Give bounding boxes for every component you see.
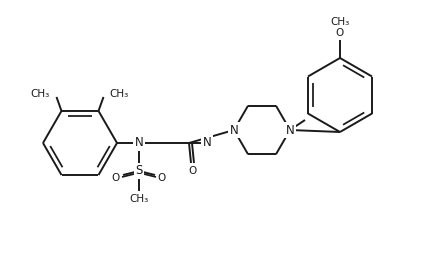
Text: O: O bbox=[158, 173, 166, 183]
Text: S: S bbox=[135, 165, 143, 178]
Text: O: O bbox=[112, 173, 120, 183]
Text: CH₃: CH₃ bbox=[109, 89, 129, 99]
Text: N: N bbox=[230, 123, 239, 136]
Text: CH₃: CH₃ bbox=[130, 194, 149, 204]
Text: O: O bbox=[336, 28, 344, 38]
Text: CH₃: CH₃ bbox=[331, 17, 350, 27]
Text: O: O bbox=[189, 166, 197, 176]
Text: N: N bbox=[285, 123, 294, 136]
Text: CH₃: CH₃ bbox=[30, 89, 49, 99]
Text: N: N bbox=[135, 136, 144, 149]
Text: N: N bbox=[203, 136, 211, 149]
